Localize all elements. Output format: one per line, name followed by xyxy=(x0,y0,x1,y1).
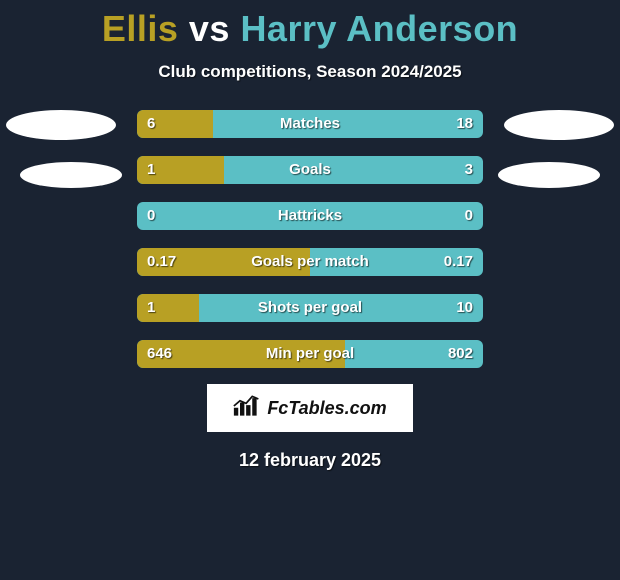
subtitle: Club competitions, Season 2024/2025 xyxy=(0,62,620,82)
title-player2: Harry Anderson xyxy=(240,8,518,49)
player2-marker-top xyxy=(504,110,614,140)
stat-row: 1 Shots per goal 10 xyxy=(137,294,483,322)
comparison-arena: 6 Matches 18 1 Goals 3 0 Hattricks 0 0.1… xyxy=(0,110,620,368)
stat-label: Min per goal xyxy=(137,340,483,368)
comparison-bars: 6 Matches 18 1 Goals 3 0 Hattricks 0 0.1… xyxy=(137,110,483,368)
title-vs: vs xyxy=(189,8,230,49)
stat-value-player2: 18 xyxy=(456,110,473,138)
player1-marker-top xyxy=(6,110,116,140)
stat-label: Goals per match xyxy=(137,248,483,276)
stat-row: 646 Min per goal 802 xyxy=(137,340,483,368)
stat-value-player2: 3 xyxy=(465,156,473,184)
stat-value-player2: 802 xyxy=(448,340,473,368)
player2-marker-bottom xyxy=(498,162,600,188)
date-label: 12 february 2025 xyxy=(0,450,620,471)
stat-label: Hattricks xyxy=(137,202,483,230)
stat-label: Shots per goal xyxy=(137,294,483,322)
stat-label: Goals xyxy=(137,156,483,184)
stat-value-player2: 10 xyxy=(456,294,473,322)
stat-label: Matches xyxy=(137,110,483,138)
stat-row: 6 Matches 18 xyxy=(137,110,483,138)
stat-row: 0 Hattricks 0 xyxy=(137,202,483,230)
brand-label: FcTables.com xyxy=(267,398,386,419)
bar-chart-icon xyxy=(233,395,261,422)
title-player1: Ellis xyxy=(102,8,179,49)
page-title: Ellis vs Harry Anderson xyxy=(0,0,620,50)
stat-row: 0.17 Goals per match 0.17 xyxy=(137,248,483,276)
stat-row: 1 Goals 3 xyxy=(137,156,483,184)
brand-badge: FcTables.com xyxy=(207,384,413,432)
stat-value-player2: 0 xyxy=(465,202,473,230)
stat-value-player2: 0.17 xyxy=(444,248,473,276)
player1-marker-bottom xyxy=(20,162,122,188)
